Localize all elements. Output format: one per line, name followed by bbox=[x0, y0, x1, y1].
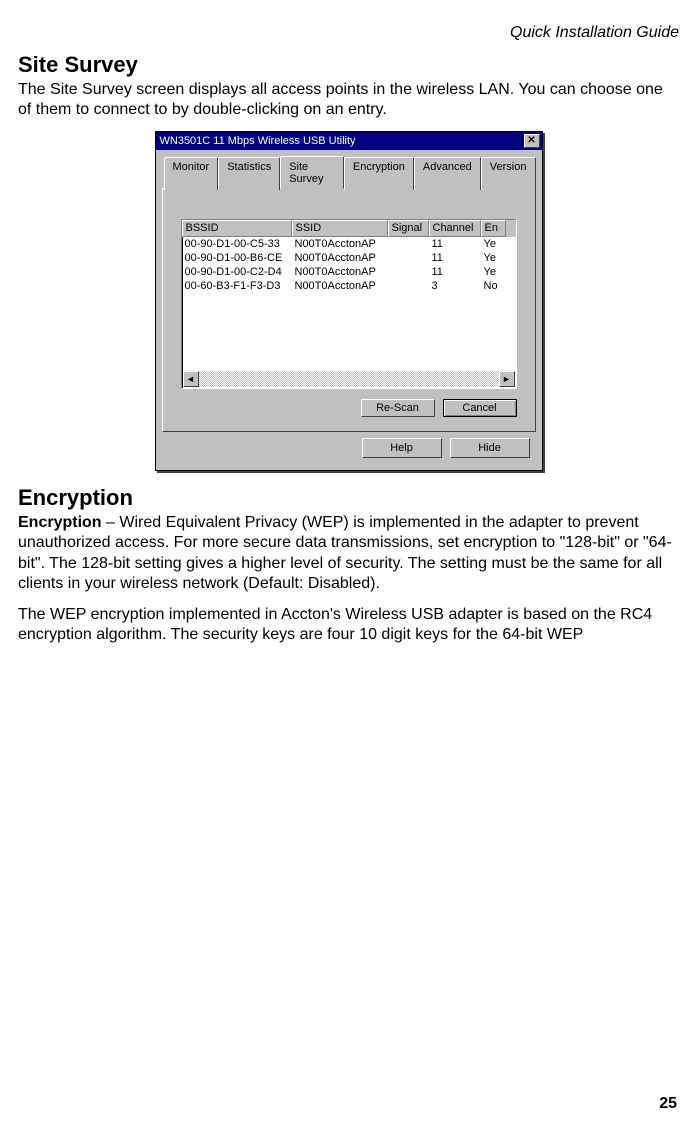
running-head: Quick Installation Guide bbox=[18, 24, 679, 42]
cell: 00-60-B3-F1-F3-D3 bbox=[182, 280, 292, 294]
encryption-para2: The WEP encryption implemented in Accton… bbox=[18, 605, 679, 646]
cell: No bbox=[481, 280, 506, 294]
list-headers: BSSIDSSIDSignalChannelEn bbox=[182, 220, 516, 237]
tab-monitor[interactable]: Monitor bbox=[164, 157, 219, 190]
cell: 11 bbox=[429, 252, 481, 266]
tab-site-survey[interactable]: Site Survey bbox=[280, 156, 344, 189]
titlebar: WN3501C 11 Mbps Wireless USB Utility ✕ bbox=[156, 132, 542, 150]
cell: 00-90-D1-00-C5-33 bbox=[182, 238, 292, 252]
cell bbox=[388, 252, 429, 266]
help-button[interactable]: Help bbox=[362, 438, 442, 458]
column-header-ssid[interactable]: SSID bbox=[292, 220, 388, 237]
column-header-en[interactable]: En bbox=[481, 220, 506, 237]
table-row[interactable]: 00-90-D1-00-C2-D4N00T0AcctonAP 11Ye bbox=[182, 266, 516, 280]
encryption-rest: – Wired Equivalent Privacy (WEP) is impl… bbox=[18, 514, 672, 592]
cell: N00T0AcctonAP bbox=[292, 238, 388, 252]
column-header-bssid[interactable]: BSSID bbox=[182, 220, 292, 237]
column-header-signal[interactable]: Signal bbox=[388, 220, 429, 237]
ap-listview[interactable]: BSSIDSSIDSignalChannelEn 00-90-D1-00-C5-… bbox=[181, 219, 517, 389]
encryption-heading: Encryption bbox=[18, 485, 679, 511]
cell bbox=[388, 280, 429, 294]
dialog-bottom-buttons: Help Hide bbox=[162, 432, 536, 464]
cell: N00T0AcctonAP bbox=[292, 280, 388, 294]
cell bbox=[388, 266, 429, 280]
dialog-body: MonitorStatisticsSite SurveyEncryptionAd… bbox=[156, 150, 542, 470]
cell: 00-90-D1-00-B6-CE bbox=[182, 252, 292, 266]
horizontal-scrollbar[interactable]: ◄ ► bbox=[183, 371, 515, 387]
utility-dialog: WN3501C 11 Mbps Wireless USB Utility ✕ M… bbox=[155, 131, 543, 471]
tab-button-row: Re-Scan Cancel bbox=[181, 399, 517, 417]
scroll-right-icon[interactable]: ► bbox=[499, 371, 515, 387]
table-row[interactable]: 00-90-D1-00-C5-33N00T0AcctonAP 11Ye bbox=[182, 238, 516, 252]
cell: N00T0AcctonAP bbox=[292, 266, 388, 280]
cell: Ye bbox=[481, 252, 506, 266]
tab-encryption[interactable]: Encryption bbox=[344, 157, 414, 190]
site-survey-text: The Site Survey screen displays all acce… bbox=[18, 80, 679, 121]
encryption-para1: Encryption – Wired Equivalent Privacy (W… bbox=[18, 513, 679, 595]
table-row[interactable]: 00-60-B3-F1-F3-D3N00T0AcctonAP 3No bbox=[182, 280, 516, 294]
tab-version[interactable]: Version bbox=[481, 157, 536, 190]
hide-button[interactable]: Hide bbox=[450, 438, 530, 458]
site-survey-heading: Site Survey bbox=[18, 52, 679, 78]
cancel-button[interactable]: Cancel bbox=[443, 399, 517, 417]
cell: N00T0AcctonAP bbox=[292, 252, 388, 266]
cell: 3 bbox=[429, 280, 481, 294]
cell: Ye bbox=[481, 238, 506, 252]
page-number: 25 bbox=[659, 1095, 677, 1113]
rescan-button[interactable]: Re-Scan bbox=[361, 399, 435, 417]
column-header-channel[interactable]: Channel bbox=[429, 220, 481, 237]
scroll-left-icon[interactable]: ◄ bbox=[183, 371, 199, 387]
cell: Ye bbox=[481, 266, 506, 280]
screenshot-figure: WN3501C 11 Mbps Wireless USB Utility ✕ M… bbox=[18, 131, 679, 471]
dialog-title: WN3501C 11 Mbps Wireless USB Utility bbox=[160, 135, 524, 147]
close-icon[interactable]: ✕ bbox=[524, 134, 540, 148]
list-rows: 00-90-D1-00-C5-33N00T0AcctonAP11Ye00-90-… bbox=[182, 237, 516, 295]
cell: 11 bbox=[429, 266, 481, 280]
tab-page-site-survey: BSSIDSSIDSignalChannelEn 00-90-D1-00-C5-… bbox=[162, 188, 536, 432]
tab-advanced[interactable]: Advanced bbox=[414, 157, 481, 190]
encryption-lead: Encryption bbox=[18, 514, 102, 531]
scroll-track[interactable] bbox=[199, 371, 499, 387]
tab-strip: MonitorStatisticsSite SurveyEncryptionAd… bbox=[162, 156, 536, 189]
cell: 11 bbox=[429, 238, 481, 252]
cell bbox=[388, 238, 429, 252]
cell: 00-90-D1-00-C2-D4 bbox=[182, 266, 292, 280]
tab-statistics[interactable]: Statistics bbox=[218, 157, 280, 190]
table-row[interactable]: 00-90-D1-00-B6-CEN00T0AcctonAP 11Ye bbox=[182, 252, 516, 266]
